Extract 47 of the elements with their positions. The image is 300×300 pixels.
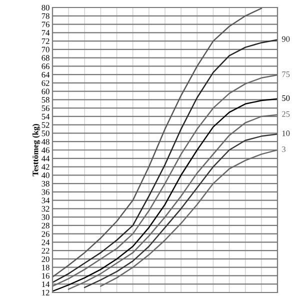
y-tick-label: 38: [42, 180, 50, 187]
y-tick-label: 74: [42, 30, 50, 36]
line-series: [52, 39, 278, 284]
y-tick-label: 66: [42, 64, 50, 70]
y-tick-label: 40: [42, 172, 50, 178]
y-tick-label: 18: [42, 264, 50, 270]
y-tick-label: 52: [42, 122, 50, 128]
y-tick-label: 20: [42, 256, 50, 262]
y-tick-label: 36: [42, 189, 50, 195]
y-tick-label: 32: [42, 206, 50, 212]
y-tick-label: 58: [42, 97, 50, 103]
series-label: 10: [282, 130, 290, 136]
y-tick-label: 12: [42, 290, 50, 296]
y-tick-label: 30: [42, 214, 50, 220]
y-tick-label: 24: [42, 240, 50, 246]
y-tick-label: 14: [42, 282, 50, 288]
y-tick-label: 62: [42, 80, 50, 86]
series-label: 50: [282, 95, 290, 101]
y-tick-label: 54: [42, 114, 50, 120]
y-tick-label: 76: [42, 22, 50, 28]
y-tick-label: 70: [42, 46, 50, 52]
line-series: [84, 133, 278, 288]
y-tick-label: 72: [42, 38, 50, 44]
y-tick-label: 68: [42, 55, 50, 61]
series-label: 90: [282, 36, 290, 42]
series-label: 25: [282, 111, 290, 117]
y-tick-label: 42: [42, 164, 50, 170]
y-tick-label: 16: [42, 273, 50, 279]
y-tick-label: 60: [42, 88, 50, 94]
y-tick-label: 46: [42, 147, 50, 153]
y-tick-label: 44: [42, 156, 50, 162]
y-tick-label: 28: [42, 222, 50, 228]
y-axis-title: Testtömeg (kg): [32, 124, 40, 176]
y-tick-label: 48: [42, 138, 50, 145]
y-tick-label: 22: [42, 248, 50, 254]
series-label: 3: [282, 146, 286, 152]
y-tick-label: 34: [42, 198, 50, 204]
y-tick-label: 64: [42, 72, 50, 78]
line-series: [100, 149, 278, 287]
y-tick-label: 26: [42, 231, 50, 237]
series-label: 75: [282, 72, 290, 78]
y-tick-label: 50: [42, 130, 50, 136]
line-series: [68, 114, 278, 290]
y-tick-label: 80: [42, 4, 50, 10]
y-tick-label: 78: [42, 13, 50, 19]
y-tick-label: 56: [42, 105, 50, 112]
line-series: [52, 8, 262, 278]
